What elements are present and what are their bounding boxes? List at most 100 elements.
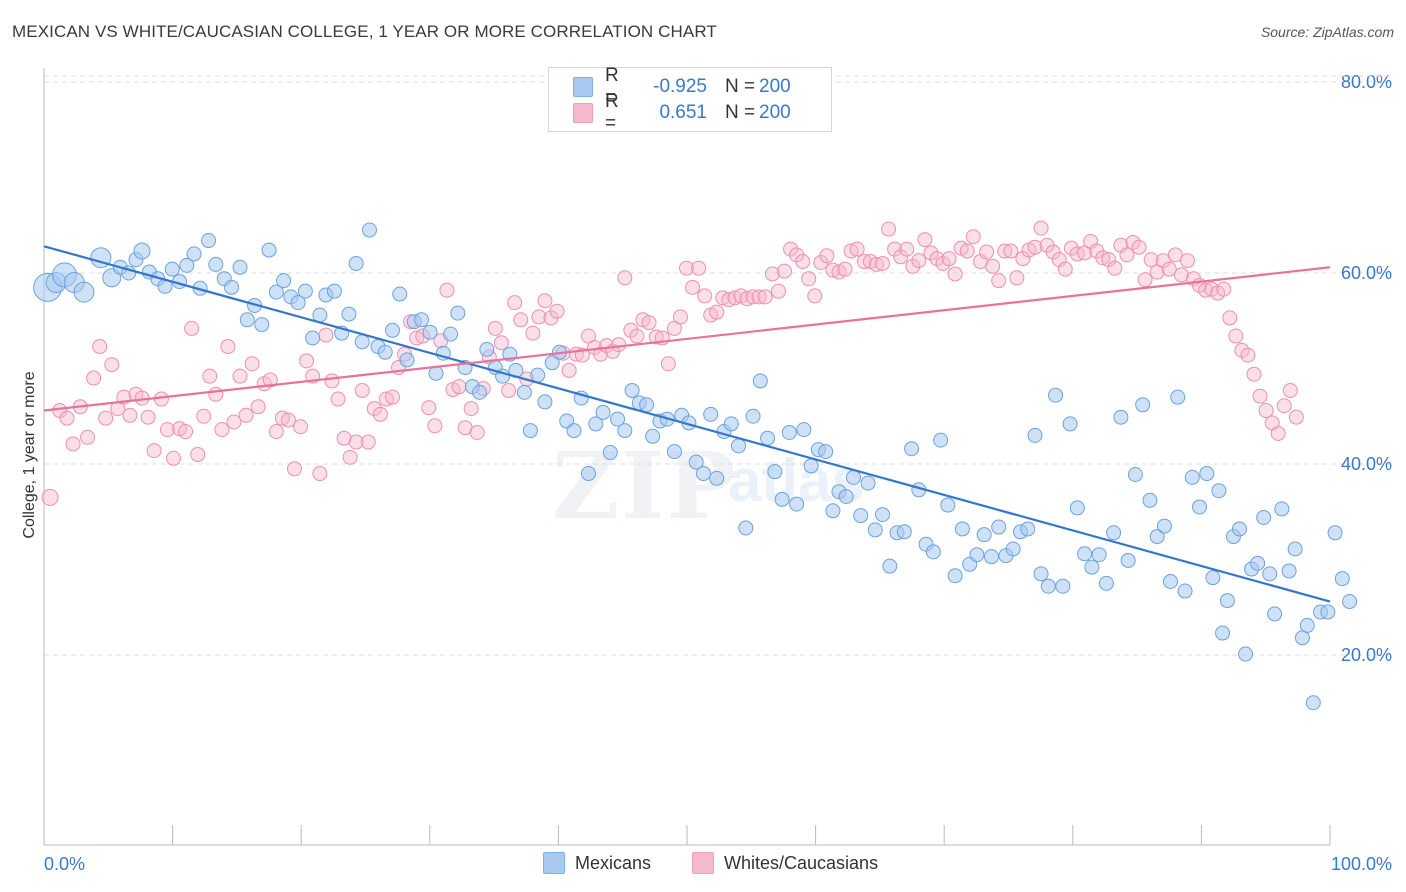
legend-item-whites[interactable]: Whites/Caucasians (692, 852, 878, 874)
whites-point (330, 391, 346, 407)
whites-point (795, 254, 811, 270)
mexicans-point (933, 432, 949, 448)
mexicans-point (312, 307, 328, 323)
whites-point (354, 382, 370, 398)
whites-point (336, 430, 352, 446)
legend-item-mexicans[interactable]: Mexicans (543, 852, 651, 874)
whites-point (312, 466, 328, 482)
legend-n-label: N = (725, 102, 756, 123)
whites-point (208, 386, 224, 402)
whites-point (184, 320, 200, 336)
whites-point (1063, 240, 1079, 256)
whites-point (238, 407, 254, 423)
whites-point (104, 357, 120, 373)
mexicans-point (1334, 571, 1350, 587)
mexicans-point (645, 428, 661, 444)
whites-point (1119, 247, 1135, 263)
mexicans-point (860, 475, 876, 491)
mexicans-point (276, 273, 292, 289)
legend-row-mexicans: R = -0.925 N = 200 (573, 65, 791, 108)
mexicans-point (1192, 499, 1208, 515)
whites-point (1101, 252, 1117, 268)
mexicans-point (954, 521, 970, 537)
mexicans-point (1113, 409, 1129, 425)
whites-point (941, 251, 957, 267)
mexicans-point (588, 416, 604, 432)
whites-point (360, 434, 376, 450)
y-tick-label: 40.0% (1341, 454, 1392, 474)
whites-point (1125, 234, 1141, 250)
whites-point (1015, 251, 1031, 267)
legend-n-label: N = (725, 76, 756, 97)
mexicans-point (1135, 397, 1151, 413)
whites-point (685, 279, 701, 295)
whites-point (617, 270, 633, 286)
series-legend: Mexicans Whites/Caucasians (0, 852, 1406, 878)
whites-point (501, 382, 517, 398)
mexicans-point (239, 312, 255, 328)
whites-point (1234, 342, 1250, 358)
whites-point (1228, 328, 1244, 344)
legend-row-whites: R = 0.651 N = 200 (573, 91, 791, 134)
whites-point (318, 327, 334, 343)
legend-n-value: 200 (759, 76, 791, 97)
whites-point (293, 419, 309, 435)
whites-point (274, 410, 290, 426)
mexicans-point (1274, 501, 1290, 517)
mexicans-point (602, 445, 618, 461)
whites-point (807, 288, 823, 304)
mexicans-point (1305, 695, 1321, 711)
whites-point (593, 346, 609, 362)
mexicans-point (781, 424, 797, 440)
mexicans-point (348, 255, 364, 271)
mexicans-point (709, 470, 725, 486)
mexicans-point (767, 464, 783, 480)
mexicans-point (666, 444, 682, 460)
whites-point (757, 289, 773, 305)
whites-point (1003, 243, 1019, 259)
whites-point (439, 282, 455, 298)
whites-point (843, 243, 859, 259)
whites-point (1179, 253, 1195, 269)
whites-point (905, 258, 921, 274)
mexicans-point (983, 549, 999, 565)
whites-point (849, 241, 865, 257)
mexicans-point (530, 367, 546, 383)
whites-point (98, 410, 114, 426)
whites-point (1131, 239, 1147, 255)
legend-label-whites: Whites/Caucasians (724, 852, 879, 873)
mexicans-point (1170, 389, 1186, 405)
whites-point (513, 312, 529, 328)
whites-point (268, 424, 284, 440)
mexicans-point (818, 444, 834, 460)
whites-point (770, 283, 786, 299)
mexicans-point (1048, 387, 1064, 403)
mexicans-point (731, 438, 747, 454)
whites-point (493, 335, 509, 351)
whites-point (745, 289, 761, 305)
mexicans-point (1281, 563, 1297, 579)
mexicans-point (1127, 467, 1143, 483)
whites-point (324, 373, 340, 389)
y-tick-label: 20.0% (1341, 645, 1392, 665)
whites-point (196, 408, 212, 424)
whites-point (92, 339, 108, 355)
mexicans-point (1062, 416, 1078, 432)
mexicans-point (904, 441, 920, 457)
y-tick-label: 80.0% (1341, 72, 1392, 92)
whites-point (348, 434, 364, 450)
mexicans-point (1098, 575, 1114, 591)
mexicans-point (224, 279, 240, 295)
whites-point (1077, 245, 1093, 261)
mexicans-point (1294, 630, 1310, 646)
mexicans-point (361, 222, 377, 238)
mexicans-point (803, 458, 819, 474)
mexicans-point (384, 322, 400, 338)
whites-point (837, 261, 853, 277)
mexicans-point (290, 295, 306, 311)
mexicans-point (789, 496, 805, 512)
mexicans-point (1267, 606, 1283, 622)
whites-point (935, 255, 951, 271)
mexicans-point (976, 527, 992, 543)
whites-point (86, 370, 102, 386)
